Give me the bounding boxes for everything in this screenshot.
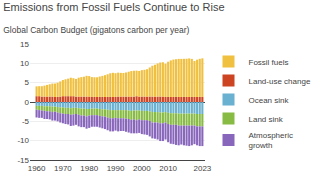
svg-text:15: 15 [20,40,29,49]
svg-text:2023: 2023 [193,164,211,173]
svg-text:-15: -15 [17,156,29,165]
svg-text:1990: 1990 [107,164,125,173]
svg-text:Land sink: Land sink [249,115,284,124]
svg-text:0: 0 [25,98,30,107]
svg-text:Fossil fuels: Fossil fuels [249,58,289,67]
svg-text:Emissions from Fossil Fuels Co: Emissions from Fossil Fuels Continue to … [3,1,224,13]
svg-text:Ocean sink: Ocean sink [249,96,290,105]
svg-text:-5: -5 [22,117,30,126]
svg-text:2000: 2000 [133,164,151,173]
svg-text:5: 5 [25,78,30,87]
svg-text:1970: 1970 [54,164,72,173]
svg-text:Atmosphericgrowth: Atmosphericgrowth [249,131,293,150]
svg-text:1960: 1960 [28,164,46,173]
svg-text:10: 10 [20,59,29,68]
svg-text:1980: 1980 [80,164,98,173]
svg-text:Land-use change: Land-use change [249,77,311,86]
svg-text:-10: -10 [17,136,29,145]
svg-text:2010: 2010 [159,164,177,173]
svg-text:Global Carbon Budget (gigatons: Global Carbon Budget (gigatons carbon pe… [3,25,189,35]
